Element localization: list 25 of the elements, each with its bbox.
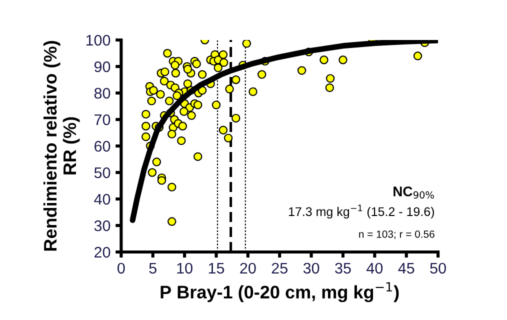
y-tick-label: 90 xyxy=(94,61,110,72)
annotation: n = 103; r = 0.56 xyxy=(359,230,434,240)
x-tick-label: 20 xyxy=(240,262,256,274)
y-tick-label: 50 xyxy=(94,167,110,178)
annotation: 17.3 mg kg$^{−1}$ (15.2 - 19.6) xyxy=(288,204,434,219)
y-tick-label: 60 xyxy=(94,140,110,152)
x-tick-label: 15 xyxy=(208,262,224,274)
y-tick-label: 30 xyxy=(94,220,110,232)
x-tick-label: 5 xyxy=(149,262,156,274)
x-tick-label: 45 xyxy=(398,262,414,274)
x-tick-label: 25 xyxy=(272,262,288,274)
y-axis-title: Rendimiento relativo (%) RR (%) xyxy=(43,41,80,251)
x-tick-label: 0 xyxy=(118,262,125,274)
x-axis-title: P Bray-1 (0-20 cm, mg kg$^{−1}$) xyxy=(160,282,399,302)
x-tick-label: 10 xyxy=(177,262,192,274)
annotation: NC$_{90%}$ xyxy=(394,186,434,199)
y-tick-label: 70 xyxy=(94,114,110,126)
y-tick-label: 100 xyxy=(86,34,110,46)
y-tick-label: 80 xyxy=(94,88,110,99)
x-tick-label: 50 xyxy=(430,262,446,274)
x-tick-label: 35 xyxy=(335,262,351,274)
y-tick-label: 20 xyxy=(94,246,110,258)
x-tick-label: 40 xyxy=(366,262,383,274)
x-tick-label: 30 xyxy=(303,262,320,274)
y-tick-label: 40 xyxy=(94,194,110,205)
